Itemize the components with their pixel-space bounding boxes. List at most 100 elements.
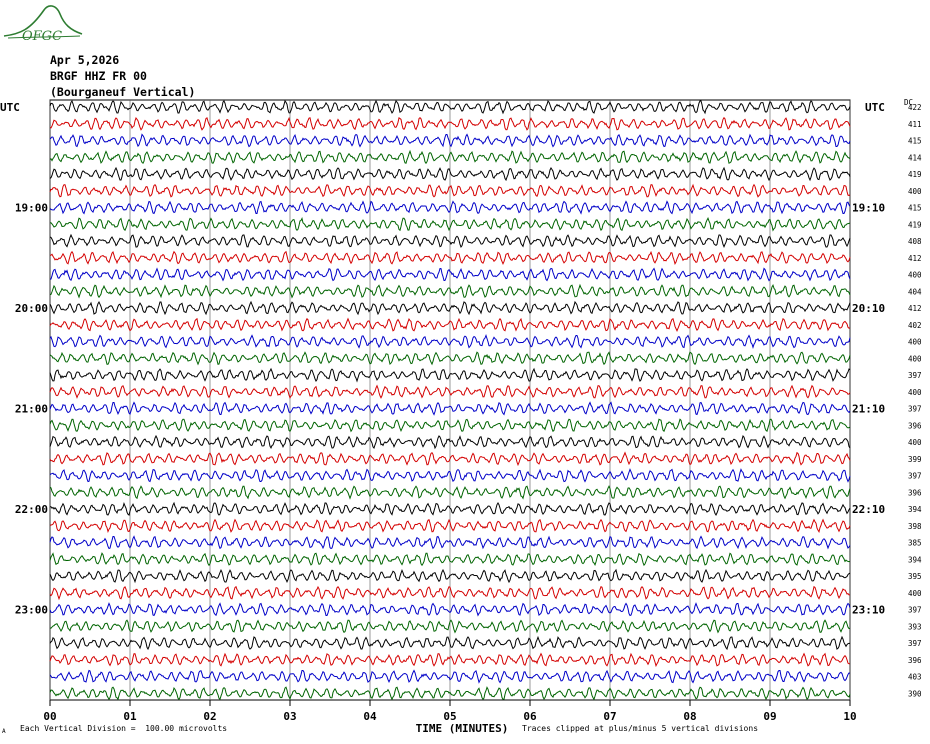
x-axis-title: TIME (MINUTES) (416, 722, 509, 735)
seismic-trace (49, 351, 851, 366)
dc-offset-label: 400 (908, 187, 922, 196)
left-time-label: 22:00 (15, 503, 48, 516)
left-time-label: 23:00 (15, 604, 48, 617)
dc-offset-label: 402 (908, 321, 922, 330)
logo-text: OFGC (22, 29, 62, 44)
dc-offset-label: 400 (908, 388, 922, 397)
dc-offset-label: 400 (908, 589, 922, 598)
seismic-trace (49, 317, 851, 332)
dc-offset-label: 397 (908, 405, 922, 414)
x-tick-label: 10 (843, 710, 856, 723)
clip-note: Traces clipped at plus/minus 5 vertical … (522, 724, 759, 733)
x-tick-label: 03 (283, 710, 296, 723)
x-tick-label: 07 (603, 710, 616, 723)
dc-offset-label: 400 (908, 338, 922, 347)
dc-offset-label: 415 (908, 204, 922, 213)
left-time-label: 19:00 (15, 202, 48, 215)
x-tick-label: 00 (43, 710, 56, 723)
dc-offset-label: 404 (908, 287, 922, 296)
seismic-trace (49, 401, 851, 416)
left-time-label: 20:00 (15, 302, 48, 315)
x-tick-label: 06 (523, 710, 537, 723)
dc-offset-label: 397 (908, 606, 922, 615)
dc-offset-label: 396 (908, 656, 922, 665)
seismic-trace (49, 166, 851, 182)
seismic-trace (49, 384, 851, 399)
right-utc-label: UTC (865, 101, 885, 114)
x-tick-label: 01 (123, 710, 137, 723)
axis-labels: 00 01 02 03 04 05 06 07 08 09 10 422 411 415 414 419 400… (0, 98, 922, 735)
dc-offset-label: 400 (908, 354, 922, 363)
x-tick-label: 02 (203, 710, 216, 723)
dc-offset-label: 398 (908, 522, 922, 531)
seismic-trace (49, 334, 851, 350)
dc-offset-label: 422 (908, 103, 922, 112)
seismic-trace (49, 367, 851, 383)
right-time-label: 21:10 (852, 403, 885, 416)
seismic-trace (49, 283, 851, 299)
seismic-trace (49, 267, 851, 282)
corner-mark: A (2, 728, 6, 735)
seismic-trace (49, 485, 851, 500)
seismic-trace (49, 217, 851, 232)
seismic-trace (49, 535, 851, 550)
right-time-label: 19:10 (852, 202, 885, 215)
dc-offset-label: 390 (908, 689, 922, 698)
seismic-trace (49, 451, 851, 467)
seismic-trace (49, 635, 851, 651)
left-time-label: 21:00 (15, 403, 48, 416)
dc-offset-label: 415 (908, 137, 922, 146)
division-note: Each Vertical Division = 100.00 microvol… (20, 724, 228, 733)
dc-offset-label: 396 (908, 488, 922, 497)
plot-date: Apr 5,2026 (50, 53, 120, 67)
dc-offset-label: 399 (908, 455, 922, 464)
seismic-trace (49, 149, 851, 165)
dc-header-label: DC (904, 98, 913, 107)
dc-offset-label: 412 (908, 254, 922, 263)
dc-offset-label: 395 (908, 572, 922, 581)
seismic-trace (49, 585, 851, 601)
seismic-trace (49, 686, 851, 701)
dc-offset-label: 394 (908, 505, 922, 514)
dc-offset-label: 396 (908, 421, 922, 430)
dc-offset-label: 400 (908, 438, 922, 447)
seismic-trace (49, 568, 851, 584)
station-code: BRGF HHZ FR 00 (50, 69, 147, 83)
x-tick-label: 09 (763, 710, 776, 723)
dc-offset-label: 411 (908, 120, 922, 129)
seismic-trace (49, 133, 851, 148)
dc-offset-label: 385 (908, 539, 922, 548)
seismic-trace (49, 619, 851, 634)
seismic-trace (49, 434, 851, 450)
seismic-trace (49, 501, 851, 516)
left-utc-label: UTC (0, 101, 20, 114)
seismic-trace (49, 468, 851, 483)
x-tick-label: 05 (443, 710, 456, 723)
seismic-trace (49, 99, 851, 115)
x-tick-label: 04 (363, 710, 377, 723)
right-time-label: 22:10 (852, 503, 885, 516)
dc-offset-label: 408 (908, 237, 922, 246)
x-tick-label: 08 (683, 710, 696, 723)
seismic-trace (49, 418, 851, 433)
right-time-label: 23:10 (852, 604, 885, 617)
dc-offset-label: 393 (908, 622, 922, 631)
dc-offset-label: 394 (908, 555, 922, 564)
station-description: (Bourganeuf Vertical) (50, 85, 196, 99)
seismic-trace (49, 183, 851, 198)
seismic-trace (49, 602, 851, 617)
dc-offset-label: 397 (908, 472, 922, 481)
dc-offset-label: 414 (908, 153, 922, 162)
right-time-label: 20:10 (852, 302, 885, 315)
seismic-trace (49, 200, 851, 215)
dc-offset-label: 412 (908, 304, 922, 313)
seismic-trace (49, 233, 851, 249)
ofgc-logo: OFGC (3, 5, 83, 44)
trace-group (49, 99, 851, 701)
dc-offset-label: 419 (908, 170, 922, 179)
seismic-trace (49, 116, 851, 131)
dc-offset-label: 419 (908, 220, 922, 229)
seismic-trace (49, 518, 851, 534)
seismic-trace (49, 652, 851, 668)
